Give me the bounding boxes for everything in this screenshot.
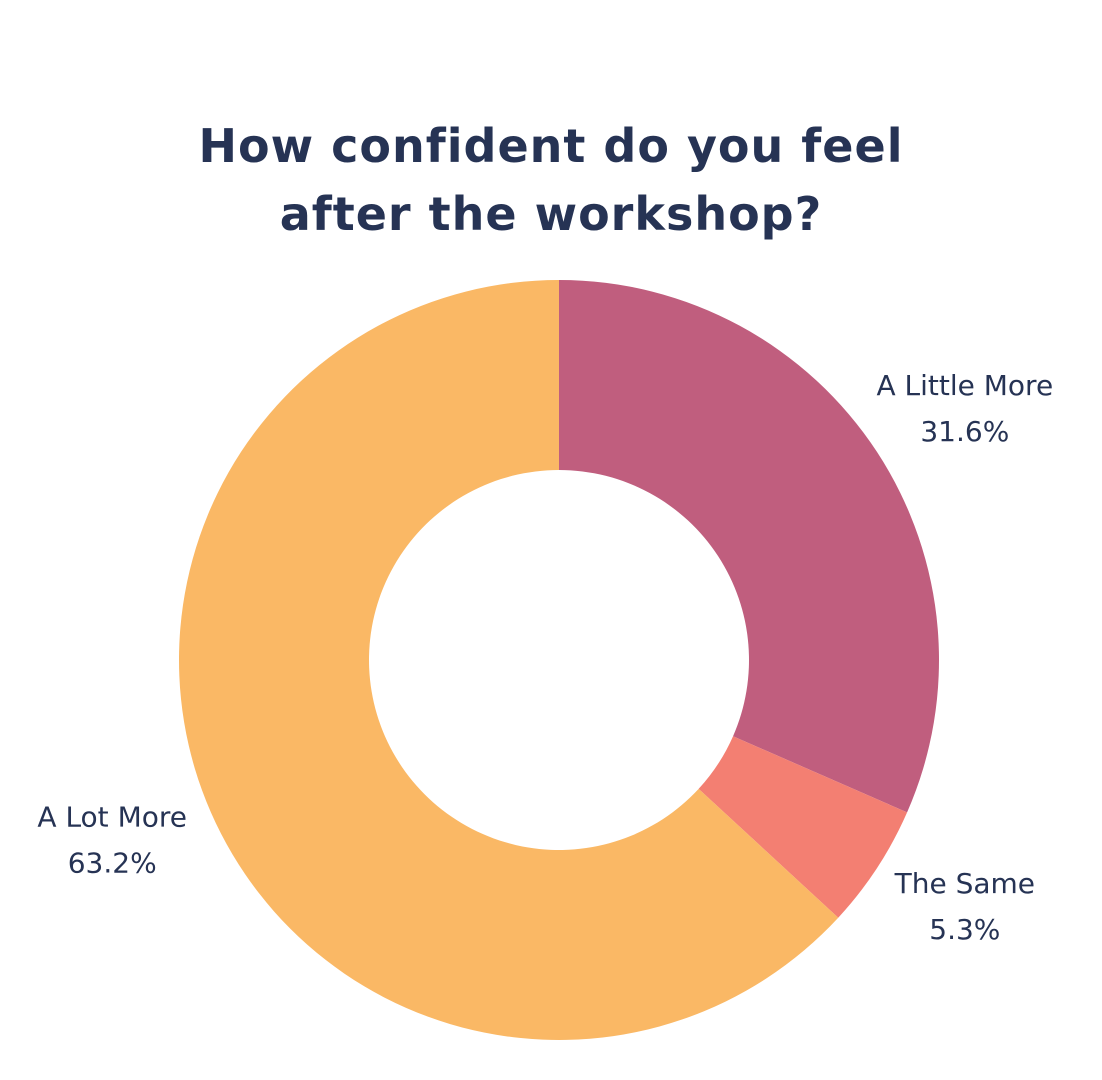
slice-label: A Lot More (37, 800, 187, 833)
slice-label: The Same (894, 867, 1035, 900)
slice-value-label: 31.6% (920, 415, 1009, 448)
slice-value-label: 5.3% (929, 913, 1000, 946)
donut-slice (698, 736, 908, 918)
chart-title: How confident do you feel after the work… (198, 119, 904, 241)
donut-slice (178, 280, 839, 1040)
slice-value-label: 63.2% (68, 846, 157, 879)
donut-slice (559, 280, 940, 813)
slice-label: A Little More (876, 369, 1053, 402)
